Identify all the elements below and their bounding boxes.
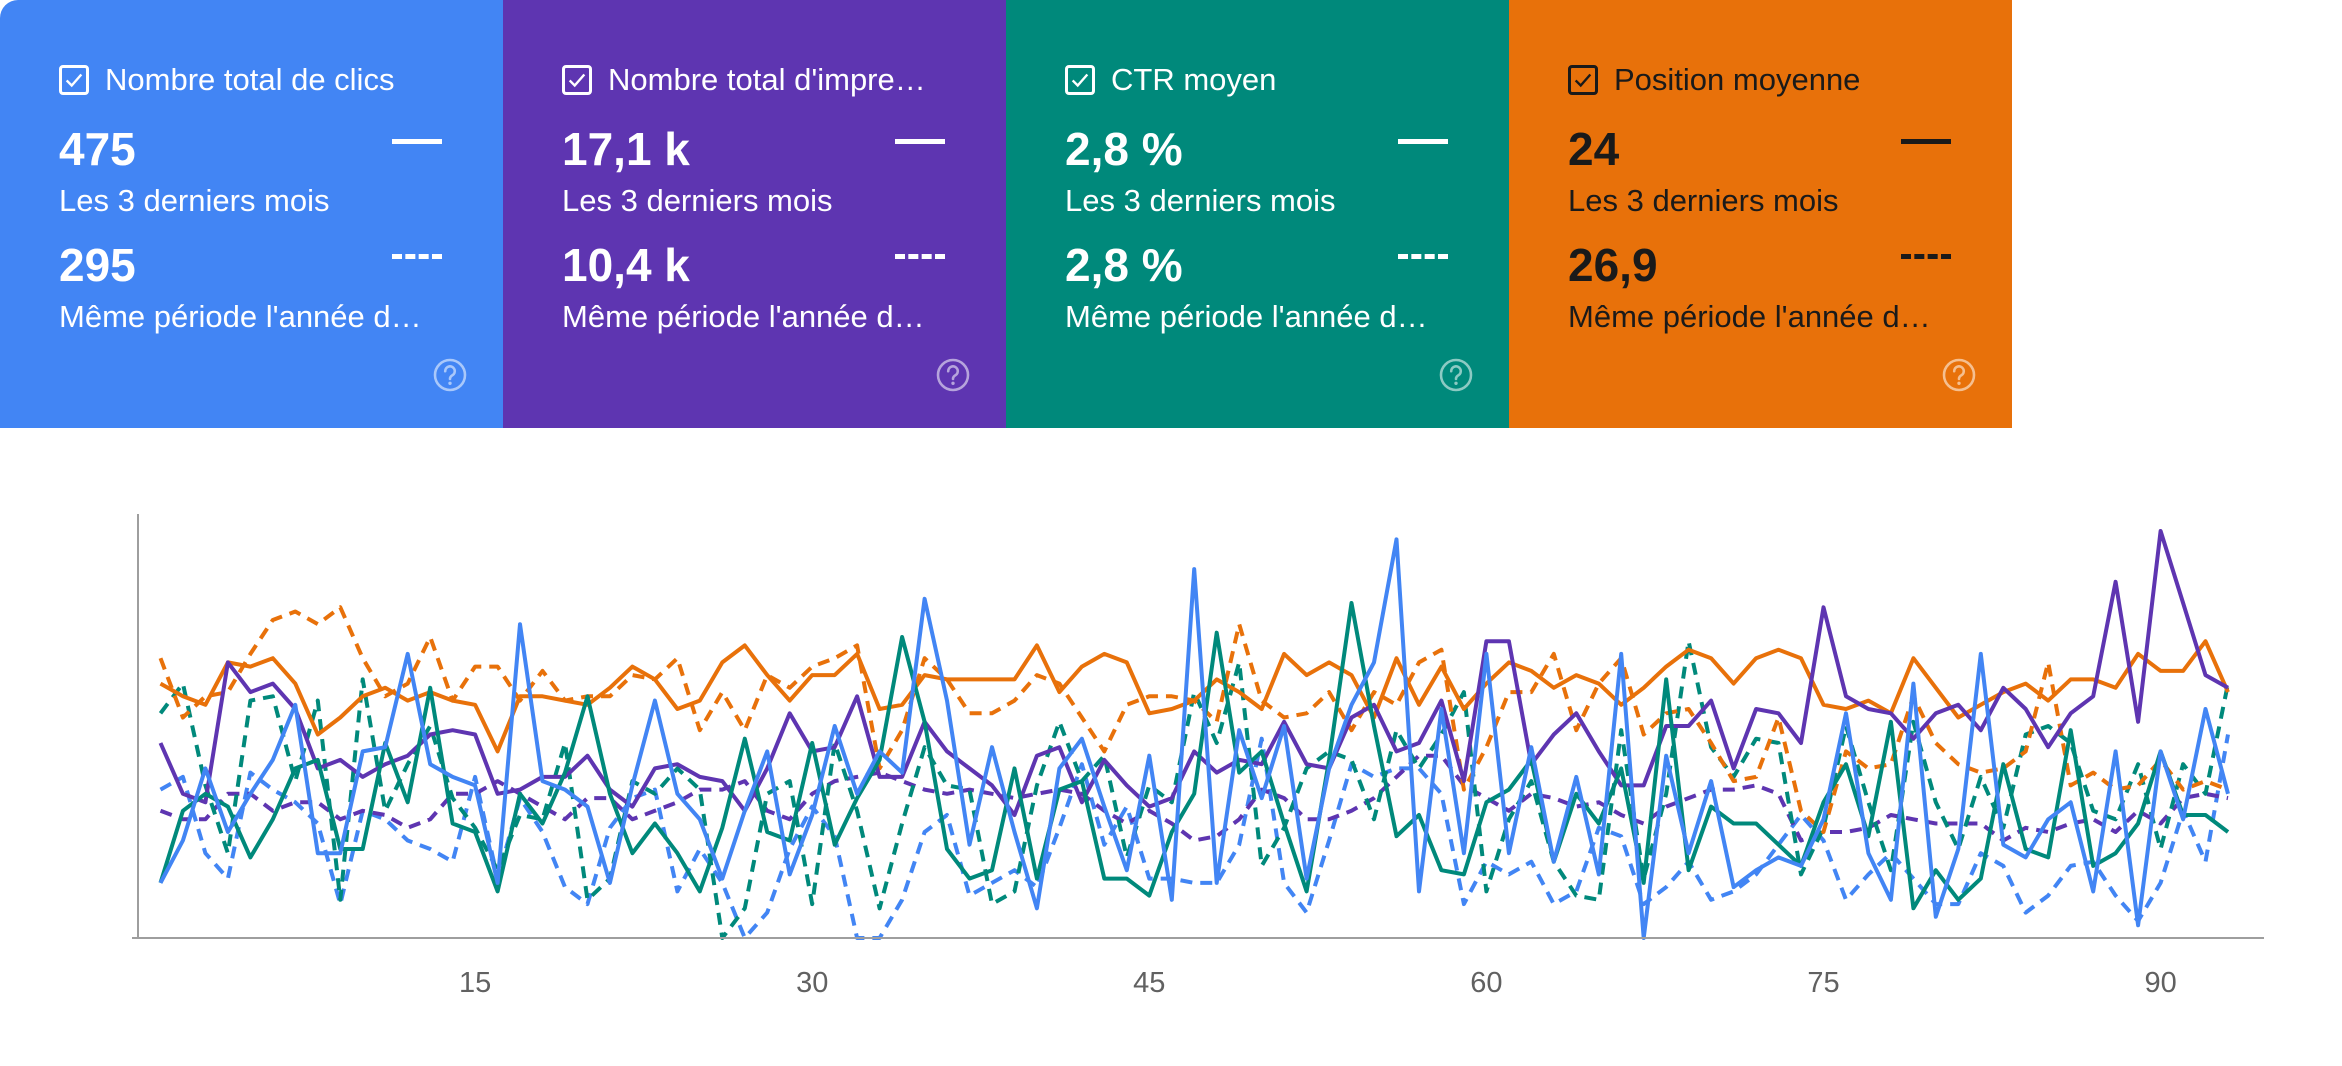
x-tick-label: 60 xyxy=(1470,967,1502,999)
series-line-clicks-previous xyxy=(159,734,2230,940)
previous-value: 10,4 k xyxy=(562,239,690,291)
help-circle-icon[interactable] xyxy=(935,357,971,393)
series-line-position-current xyxy=(159,639,2230,754)
current-value: 17,1 k xyxy=(562,123,690,175)
card-impressions[interactable]: Nombre total d'impre… 17,1 k Les 3 derni… xyxy=(503,0,1006,428)
previous-period: Même période l'année d… xyxy=(562,299,925,334)
performance-line-chart[interactable]: 15 30 45 60 75 90 xyxy=(0,428,2342,1066)
checkbox-checked-icon[interactable] xyxy=(1568,65,1598,95)
solid-line-legend-icon xyxy=(1398,139,1448,144)
current-value: 475 xyxy=(59,123,136,175)
card-ctr[interactable]: CTR moyen 2,8 % Les 3 derniers mois 2,8 … xyxy=(1006,0,1509,428)
previous-period: Même période l'année d… xyxy=(59,299,422,334)
card-header: Nombre total d'impre… xyxy=(562,62,926,98)
previous-value: 26,9 xyxy=(1568,239,1658,291)
current-period: Les 3 derniers mois xyxy=(1065,183,1336,218)
checkbox-checked-icon[interactable] xyxy=(59,65,89,95)
current-value: 2,8 % xyxy=(1065,123,1183,175)
dashed-line-legend-icon xyxy=(895,254,945,259)
help-circle-icon[interactable] xyxy=(1941,357,1977,393)
x-tick-label: 90 xyxy=(2144,967,2176,999)
card-header: Position moyenne xyxy=(1568,62,1860,98)
x-tick-label: 30 xyxy=(796,967,828,999)
current-period: Les 3 derniers mois xyxy=(562,183,833,218)
x-tick-label: 75 xyxy=(1807,967,1839,999)
series-line-ctr-previous xyxy=(158,639,2230,940)
x-tick-label: 45 xyxy=(1133,967,1165,999)
card-label: Nombre total d'impre… xyxy=(608,62,926,97)
solid-line-legend-icon xyxy=(895,139,945,144)
help-circle-icon[interactable] xyxy=(432,357,468,393)
dashed-line-legend-icon xyxy=(392,254,442,259)
current-period: Les 3 derniers mois xyxy=(1568,183,1839,218)
card-label: Position moyenne xyxy=(1614,62,1861,97)
previous-period: Même période l'année d… xyxy=(1065,299,1428,334)
card-clicks[interactable]: Nombre total de clics 475 Les 3 derniers… xyxy=(0,0,503,428)
checkbox-checked-icon[interactable] xyxy=(562,65,592,95)
solid-line-legend-icon xyxy=(1901,139,1951,144)
dashed-line-legend-icon xyxy=(1901,254,1951,259)
previous-value: 2,8 % xyxy=(1065,239,1183,291)
current-value: 24 xyxy=(1568,123,1620,175)
metric-cards: Nombre total de clics 475 Les 3 derniers… xyxy=(0,0,2012,428)
dashed-line-legend-icon xyxy=(1398,254,1448,259)
previous-value: 295 xyxy=(59,239,136,291)
card-label: Nombre total de clics xyxy=(105,62,395,97)
previous-period: Même période l'année d… xyxy=(1568,299,1931,334)
help-circle-icon[interactable] xyxy=(1438,357,1474,393)
current-period: Les 3 derniers mois xyxy=(59,183,330,218)
x-tick-label: 15 xyxy=(459,967,491,999)
card-position[interactable]: Position moyenne 24 Les 3 derniers mois … xyxy=(1509,0,2012,428)
checkbox-checked-icon[interactable] xyxy=(1065,65,1095,95)
card-label: CTR moyen xyxy=(1111,62,1277,97)
solid-line-legend-icon xyxy=(392,139,442,144)
card-header: Nombre total de clics xyxy=(59,62,394,98)
series-line-ctr-current xyxy=(158,601,2230,911)
card-header: CTR moyen xyxy=(1065,62,1276,98)
series-line-clicks-current xyxy=(158,537,2230,940)
